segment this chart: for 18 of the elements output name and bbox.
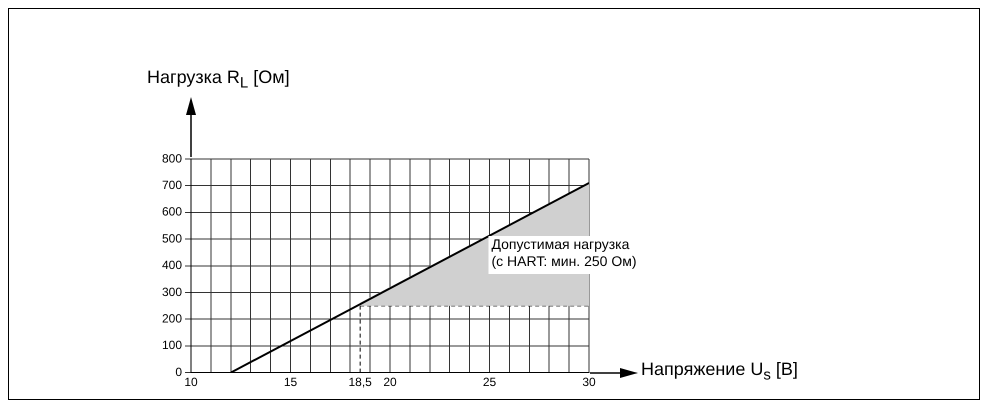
x-axis-title: Напряжение U$_{s}$ [В] — [641, 359, 798, 384]
x-tick-label: 15 — [284, 375, 298, 390]
y-tick-label: 300 — [162, 284, 182, 299]
x-tick-label: 25 — [482, 375, 496, 390]
annotation: Допустимая нагрузка (с HART: мин. 250 Ом) — [491, 236, 637, 269]
x-tick-label: 20 — [383, 375, 398, 390]
y-tick-label: 700 — [162, 178, 182, 192]
y-tick-label: 500 — [162, 231, 182, 246]
y-tick-label: 200 — [162, 312, 182, 326]
y-tick-label: 600 — [162, 204, 182, 219]
y-tick-label: 0 — [175, 364, 182, 379]
y-axis-title: Нагрузка R$_{L}$ [Ом] — [147, 67, 290, 92]
y-tick-label: 100 — [162, 338, 182, 352]
x-tick-label: 30 — [582, 375, 596, 390]
ref-line-label: 18,5 — [348, 374, 372, 389]
y-tick-label: 800 — [162, 151, 182, 166]
x-tick-label: 10 — [184, 375, 198, 390]
y-tick-label: 400 — [162, 258, 182, 272]
